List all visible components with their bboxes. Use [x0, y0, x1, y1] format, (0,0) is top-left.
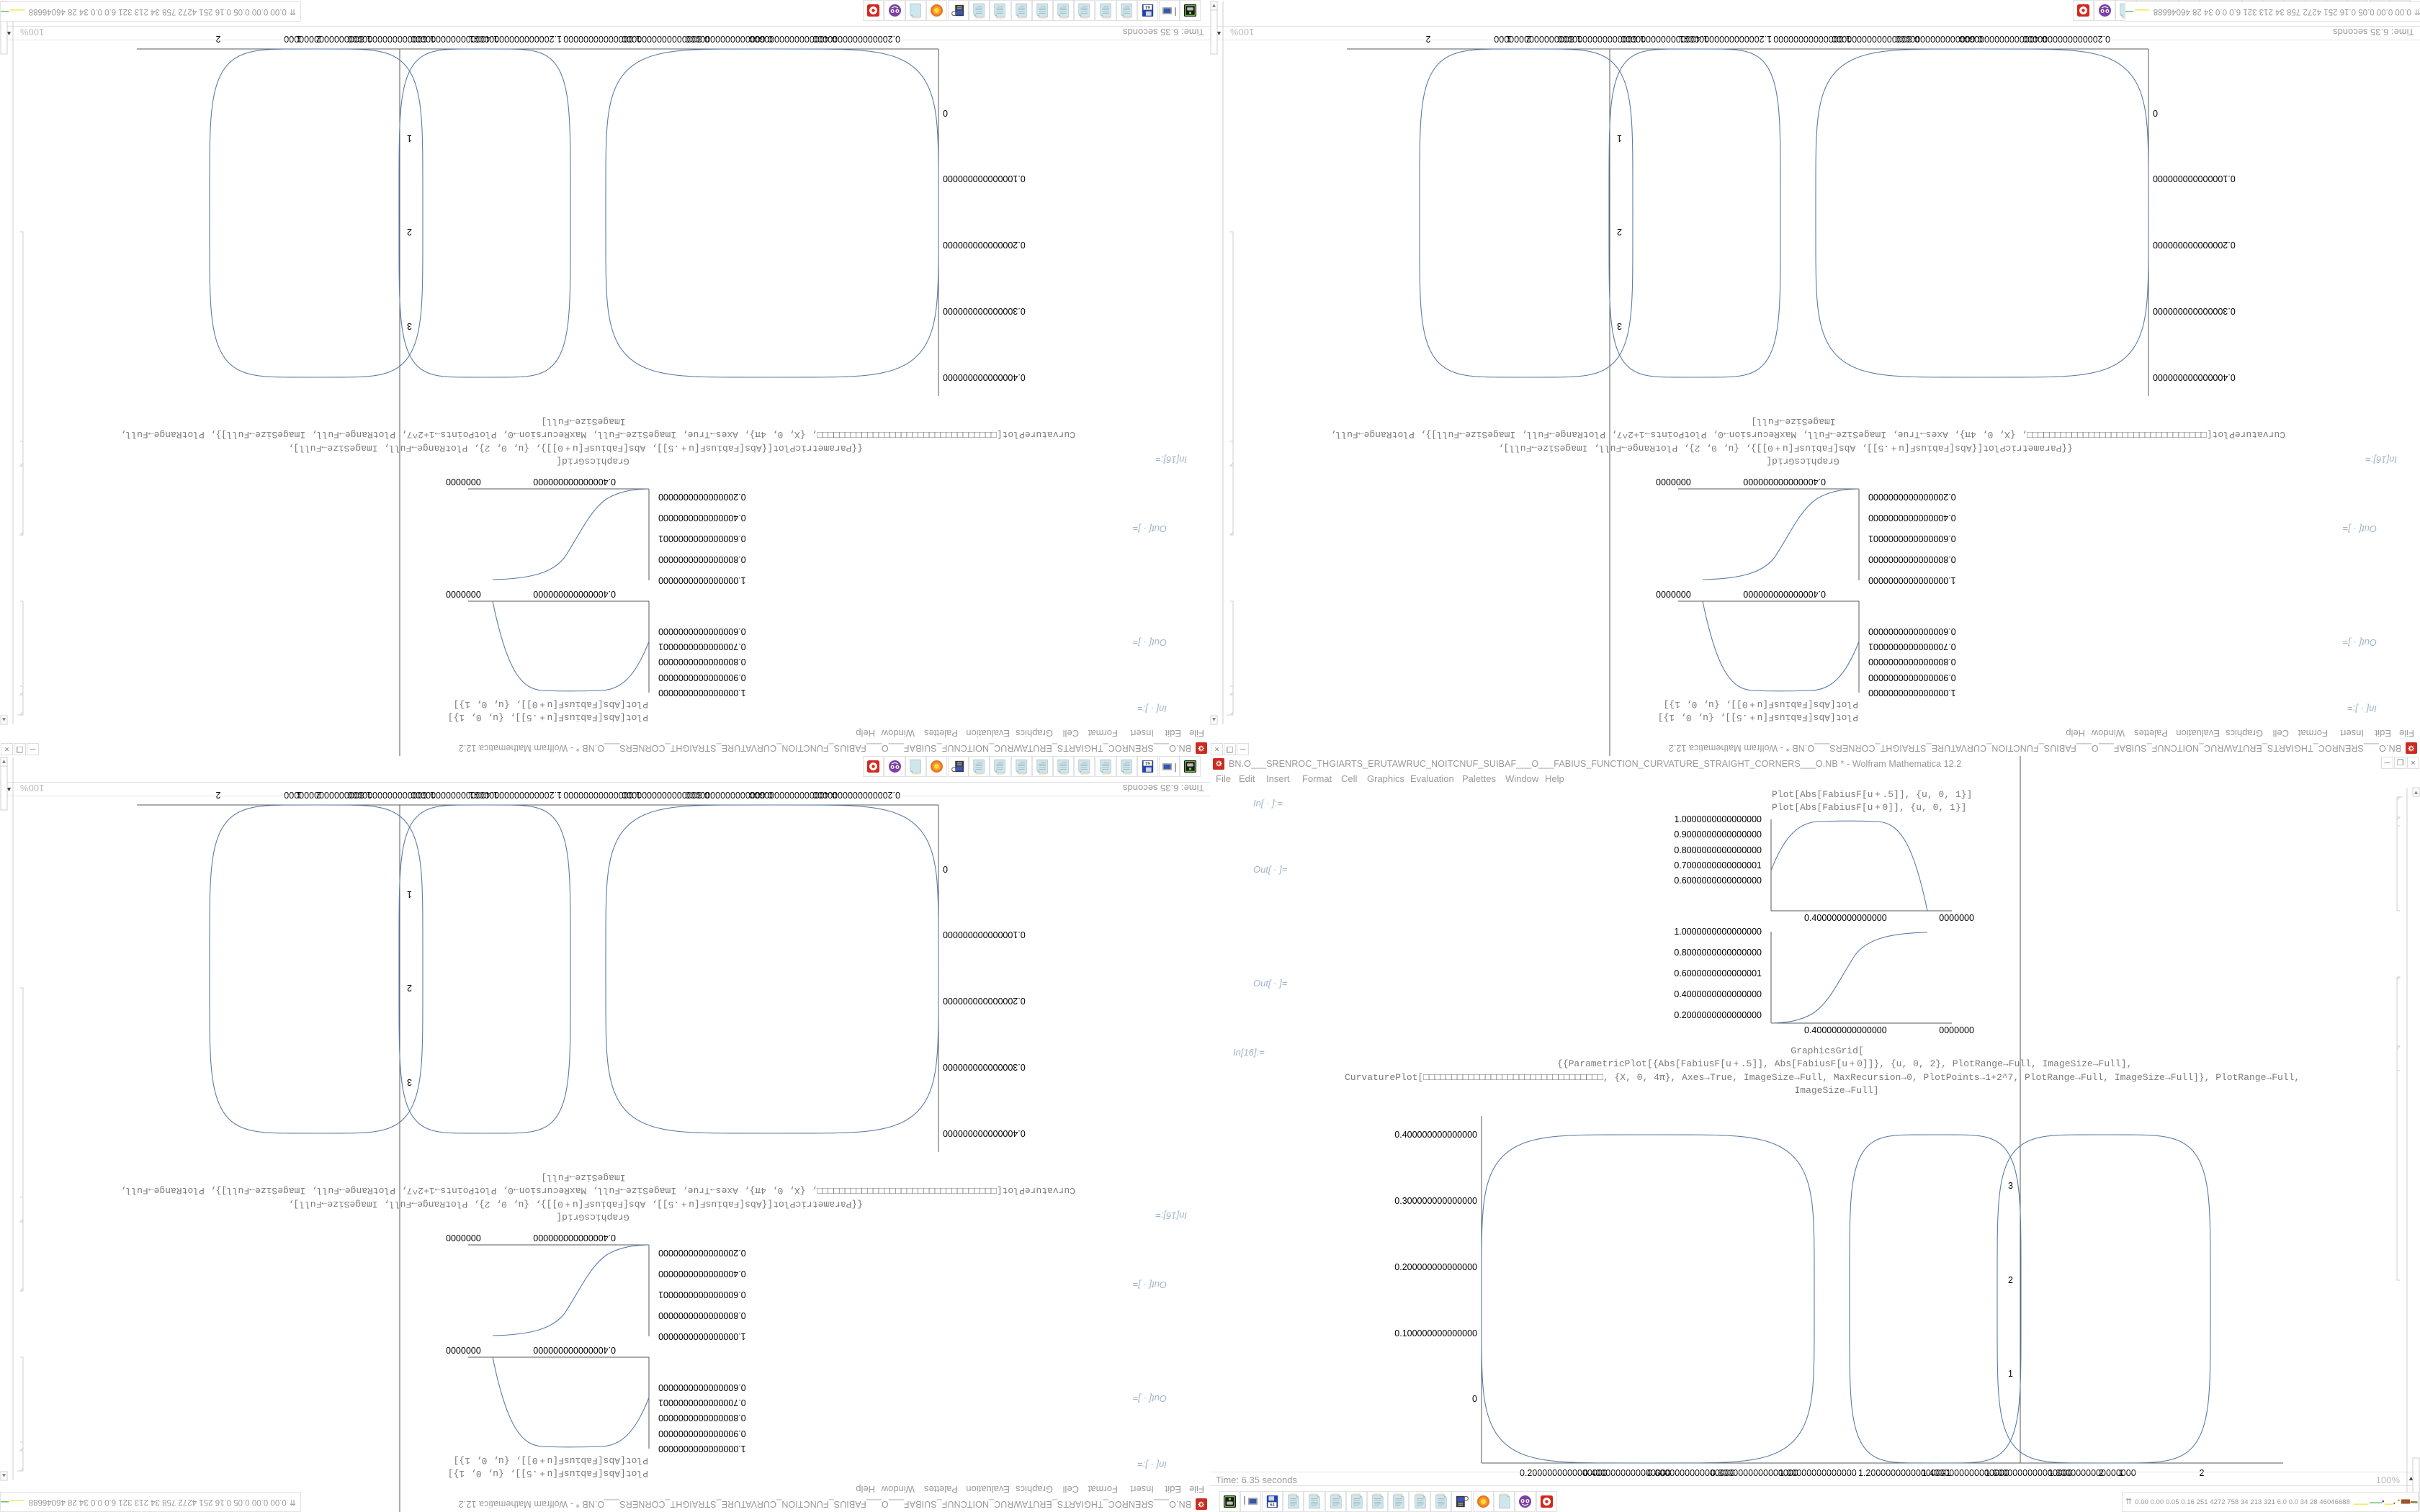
svg-text:1.00000000000000: 1.00000000000000: [1779, 1468, 1857, 1478]
svg-text:2: 2: [1425, 34, 1430, 44]
svg-text:2: 2: [316, 34, 321, 44]
svg-text:0.400000000000000: 0.400000000000000: [2153, 372, 2236, 382]
svg-text:0.100000000000000: 0.100000000000000: [2153, 174, 2236, 184]
svg-text:1.00000000000000: 1.00000000000000: [563, 34, 641, 44]
svg-text:-1: -1: [1679, 34, 1687, 44]
svg-text:2: 2: [407, 983, 412, 993]
svg-text:64: 64: [1270, 1503, 1275, 1508]
svg-text:0.100000000000000: 0.100000000000000: [1394, 1328, 1477, 1338]
svg-text:-1: -1: [469, 790, 477, 800]
svg-text:3: 3: [407, 1077, 412, 1087]
svg-text:0.200000000000000: 0.200000000000000: [2153, 240, 2236, 250]
svg-text:1.00000000000000: 1.00000000000000: [563, 790, 641, 800]
svg-text:2: 2: [2008, 1275, 2013, 1285]
svg-text:2: 2: [407, 227, 412, 237]
svg-text:2: 2: [2099, 1468, 2104, 1478]
svg-text:0.400000000000000: 0.400000000000000: [943, 372, 1026, 382]
svg-text:0.100000000000000: 0.100000000000000: [943, 174, 1026, 184]
svg-text:-1: -1: [469, 34, 477, 44]
svg-text:2: 2: [2200, 1468, 2205, 1478]
svg-text:0.100000000000000: 0.100000000000000: [943, 930, 1026, 940]
svg-text:0.400000000000000: 0.400000000000000: [943, 1128, 1026, 1138]
svg-text:1: 1: [296, 34, 301, 44]
svg-text:-1: -1: [1942, 1468, 1950, 1478]
svg-text:1: 1: [2008, 1369, 2013, 1379]
svg-text:0.300000000000000: 0.300000000000000: [2153, 306, 2236, 316]
svg-text:2: 2: [1526, 34, 1531, 44]
svg-text:1.00000000000000: 1.00000000000000: [1773, 34, 1851, 44]
svg-text:1: 1: [1506, 34, 1511, 44]
svg-text:64: 64: [1145, 760, 1150, 765]
svg-text:1: 1: [296, 790, 301, 800]
svg-text:1: 1: [407, 133, 412, 143]
svg-text:0.200000000000000: 0.200000000000000: [943, 996, 1026, 1006]
svg-text:1: 1: [407, 889, 412, 899]
svg-text:2: 2: [215, 34, 220, 44]
svg-text:0.400000000000000: 0.400000000000000: [1394, 1130, 1477, 1140]
svg-text:0: 0: [943, 108, 948, 118]
svg-text:0.300000000000000: 0.300000000000000: [943, 1062, 1026, 1072]
svg-text:0: 0: [2153, 108, 2158, 118]
svg-text:0.300000000000000: 0.300000000000000: [1394, 1196, 1477, 1206]
svg-text:0: 0: [943, 864, 948, 874]
svg-text:1: 1: [1617, 133, 1622, 143]
svg-text:2: 2: [1617, 227, 1622, 237]
svg-text:1: 1: [2119, 1468, 2124, 1478]
svg-text:0.300000000000000: 0.300000000000000: [943, 306, 1026, 316]
svg-text:3: 3: [1617, 321, 1622, 331]
svg-text:3: 3: [2008, 1181, 2013, 1191]
svg-text:0: 0: [1472, 1394, 1477, 1404]
svg-text:2: 2: [316, 790, 321, 800]
svg-text:3: 3: [407, 321, 412, 331]
svg-text:2: 2: [215, 790, 220, 800]
svg-text:0.200000000000000: 0.200000000000000: [943, 240, 1026, 250]
svg-text:64: 64: [1145, 4, 1150, 9]
svg-text:0.200000000000000: 0.200000000000000: [1394, 1262, 1477, 1272]
